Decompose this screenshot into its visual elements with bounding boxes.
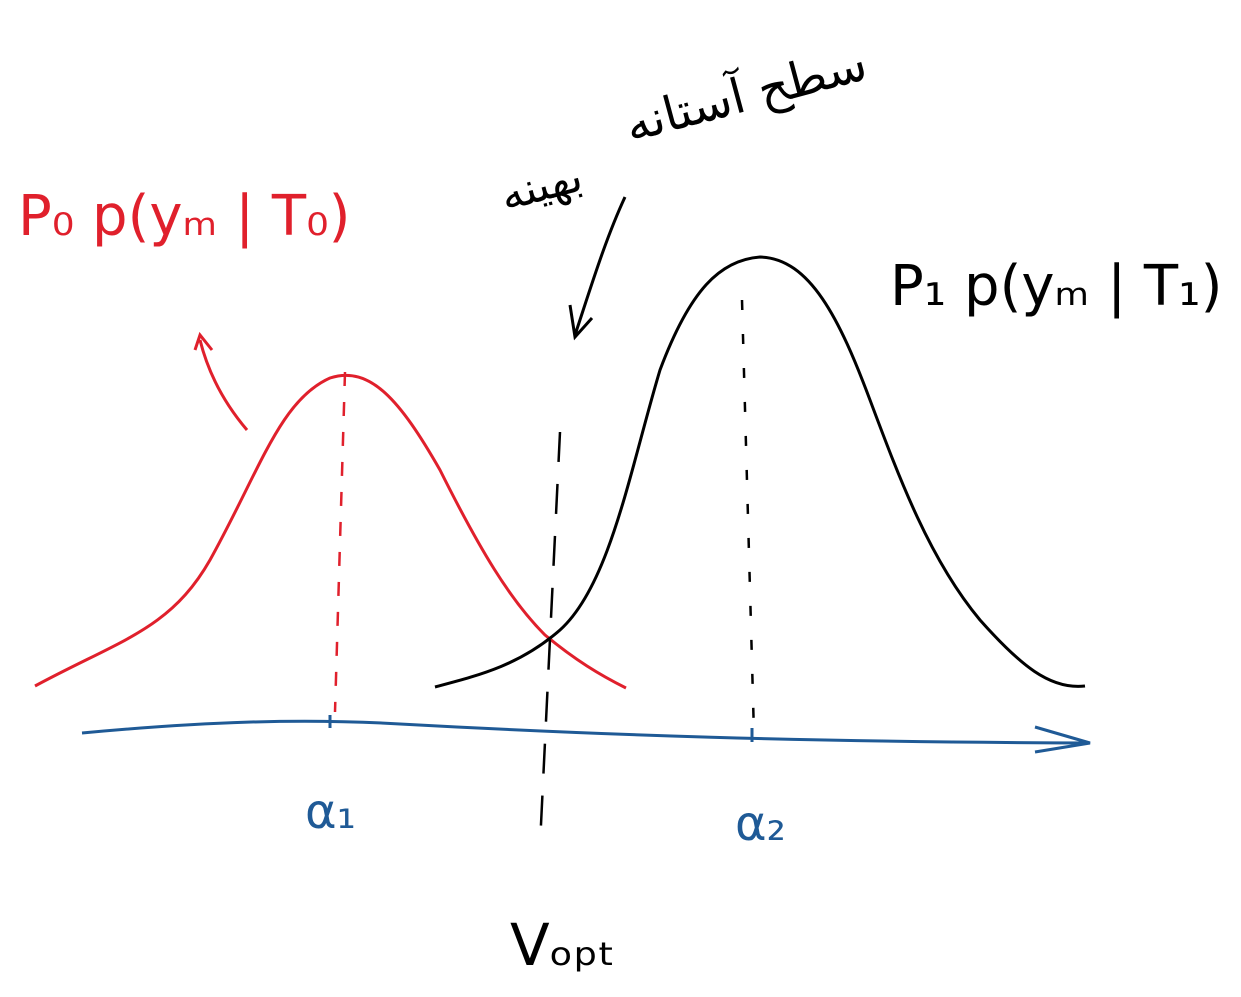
left-curve-label: P₀ p(yₘ | T₀) — [18, 184, 350, 249]
threshold-dashed-line — [538, 431, 562, 846]
axis-arrow — [1034, 725, 1091, 754]
red-curve — [34, 373, 627, 690]
red-arrow — [193, 331, 249, 431]
alpha2-label: α₂ — [735, 796, 786, 852]
threshold-label: Vₒₚₜ — [510, 911, 616, 979]
x-axis — [81, 719, 1091, 745]
red-dashed-line — [333, 371, 347, 713]
alpha1-label: α₁ — [305, 784, 356, 840]
black-dashed-line — [740, 299, 756, 736]
black-curve — [434, 255, 1086, 689]
black-arrow — [568, 196, 627, 341]
right-curve-label: P₁ p(yₘ | T₁) — [890, 254, 1222, 319]
